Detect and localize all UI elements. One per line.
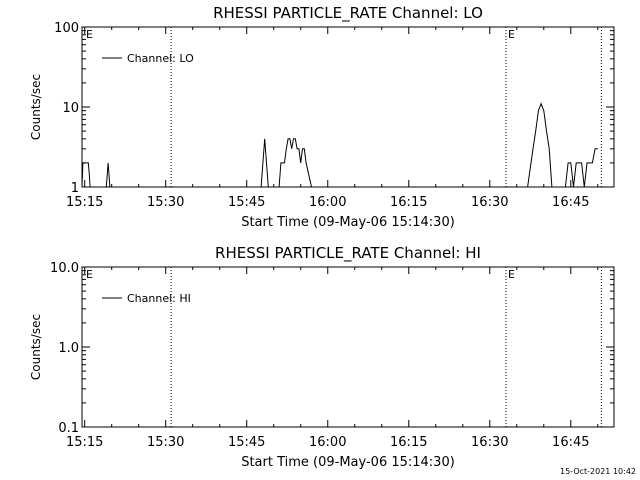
chart-1-x-tick-label: 16:30 [471, 195, 508, 210]
chart-2-x-tick-label: 16:45 [552, 435, 589, 450]
chart-1-x-tick-label: 16:45 [552, 195, 589, 210]
chart-2-y-tick-label: 0.1 [58, 421, 79, 436]
chart-1-flag-marker: E [508, 28, 515, 41]
chart-2-x-tick-label: 16:00 [309, 435, 346, 450]
chart-2-x-tick-label: 16:15 [390, 435, 427, 450]
chart-1-x-axis-label: Start Time (09-May-06 15:14:30) [241, 215, 455, 230]
chart-1-x-tick-label: 15:45 [228, 195, 265, 210]
chart-2-flag-marker: E [508, 268, 515, 281]
chart-2-y-axis-label: Counts/sec [29, 314, 43, 380]
chart-1-legend-label: Channel: LO [127, 52, 194, 65]
chart-1-y-axis-label: Counts/sec [29, 74, 43, 140]
chart-1-x-tick-label: 15:15 [66, 195, 103, 210]
chart-1-flag-marker: E [86, 28, 93, 41]
chart-2-x-tick-label: 16:30 [471, 435, 508, 450]
timestamp-label: 15-Oct-2021 10:42 [560, 467, 636, 476]
chart-2-y-tick-label: 10.0 [50, 261, 79, 276]
chart-1-y-tick-label: 100 [54, 21, 79, 36]
chart-2-x-axis-label: Start Time (09-May-06 15:14:30) [241, 455, 455, 470]
chart-2-title: RHESSI PARTICLE_RATE Channel: HI [215, 244, 481, 263]
chart-2-x-tick-label: 15:30 [147, 435, 184, 450]
chart-2-x-tick-label: 15:15 [66, 435, 103, 450]
chart-1-y-tick-label: 10 [62, 101, 79, 116]
chart-1-series-line-1 [81, 102, 598, 188]
chart-2-plot-frame [81, 266, 615, 428]
chart-2-x-tick-label: 15:45 [228, 435, 265, 450]
chart-1-y-tick-label: 1 [71, 181, 79, 196]
chart-2-legend-label: Channel: HI [127, 292, 191, 305]
chart-1-x-tick-label: 16:15 [390, 195, 427, 210]
chart-1-x-tick-label: 15:30 [147, 195, 184, 210]
chart-1-plot-frame [81, 26, 615, 188]
chart-1-title: RHESSI PARTICLE_RATE Channel: LO [213, 4, 483, 23]
chart-2-y-tick-label: 1.0 [58, 341, 79, 356]
chart-2-flag-marker: E [86, 268, 93, 281]
chart-1-x-tick-label: 16:00 [309, 195, 346, 210]
